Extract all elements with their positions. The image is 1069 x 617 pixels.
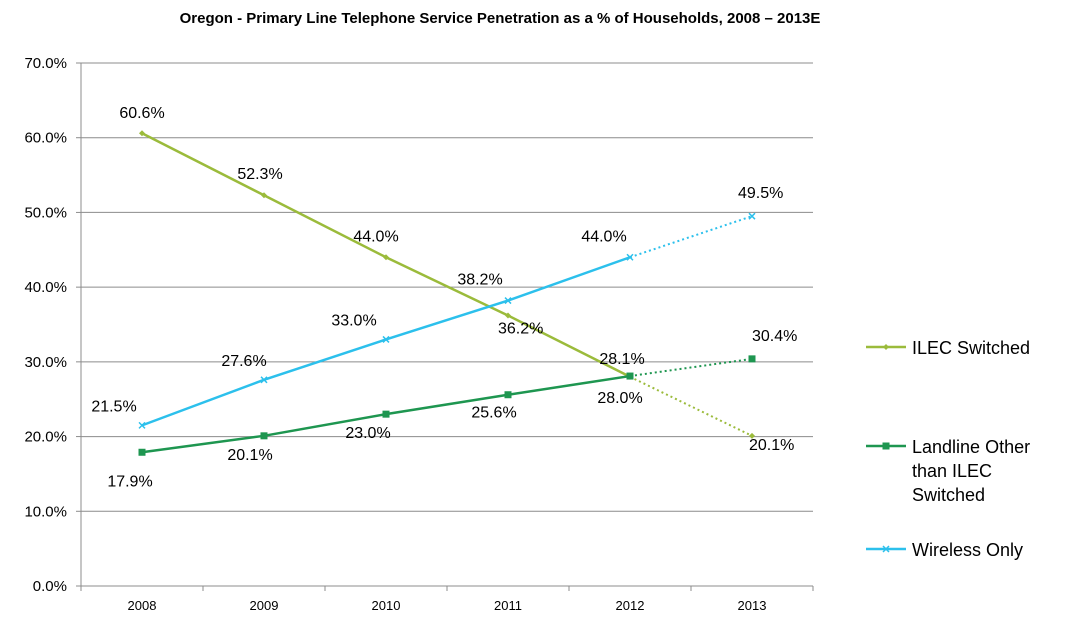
data-label: 44.0% <box>581 228 626 245</box>
data-label: 28.1% <box>599 351 644 368</box>
data-point-marker <box>139 130 145 137</box>
data-label: 44.0% <box>353 228 398 245</box>
data-label: 20.1% <box>749 437 794 454</box>
data-point-marker <box>505 312 511 319</box>
legend-label: Wireless Only <box>912 540 1023 560</box>
data-label: 17.9% <box>107 473 152 490</box>
data-label: 52.3% <box>237 166 282 183</box>
data-point-marker <box>504 297 512 305</box>
legend-marker <box>882 545 890 553</box>
data-point-marker <box>748 212 756 220</box>
data-label: 25.6% <box>471 405 516 422</box>
y-tick-label: 60.0% <box>24 130 67 147</box>
data-point-marker <box>382 410 390 418</box>
data-point-marker <box>260 432 268 440</box>
legend-label: Landline Other <box>912 437 1030 457</box>
data-label: 38.2% <box>457 272 502 289</box>
x-tick-label: 2008 <box>128 598 157 613</box>
y-tick-label: 50.0% <box>24 204 67 221</box>
data-label: 20.1% <box>227 447 272 464</box>
series-projection-line <box>629 215 753 259</box>
x-tick-label: 2010 <box>372 598 401 613</box>
data-label: 33.0% <box>331 312 376 329</box>
y-tick-label: 20.0% <box>24 429 67 446</box>
data-point-marker <box>261 192 267 199</box>
y-tick-label: 40.0% <box>24 279 67 296</box>
data-point-marker <box>383 254 389 261</box>
chart-title: Oregon - Primary Line Telephone Service … <box>179 10 821 27</box>
series-group <box>138 130 756 456</box>
legend-label: ILEC Switched <box>912 338 1030 358</box>
data-point-marker <box>626 372 634 380</box>
x-tick-label: 2011 <box>494 598 522 613</box>
legend-label: than ILEC <box>912 461 992 481</box>
data-point-marker <box>260 376 268 384</box>
x-tick-label: 2013 <box>738 598 767 613</box>
data-label: 23.0% <box>345 425 390 442</box>
axes: 0.0% 10.0% 20.0% 30.0% 40.0% 50.0% 60.0% 70.0% 2… <box>24 55 814 613</box>
y-tick-label: 10.0% <box>24 503 67 520</box>
x-tick-label: 2012 <box>616 598 645 613</box>
data-label: 60.6% <box>119 105 164 122</box>
data-point-marker <box>748 355 756 363</box>
data-point-marker <box>138 448 146 456</box>
data-label: 28.0% <box>597 390 642 407</box>
y-tick-label: 0.0% <box>33 578 67 595</box>
data-label: 30.4% <box>752 328 797 345</box>
data-point-marker <box>382 335 390 343</box>
data-label: 36.2% <box>498 321 543 338</box>
legend-marker <box>882 442 890 450</box>
x-tick-label: 2009 <box>250 598 279 613</box>
legend-label: Switched <box>912 485 985 505</box>
data-label: 27.6% <box>221 353 266 370</box>
legend-marker <box>883 344 889 350</box>
data-point-marker <box>138 421 146 429</box>
series-projection-line <box>629 375 753 437</box>
y-tick-label: 70.0% <box>24 55 67 72</box>
data-label: 49.5% <box>738 185 783 202</box>
data-point-marker <box>626 253 634 261</box>
y-tick-label: 30.0% <box>24 354 67 371</box>
data-labels: 60.6% 52.3% 44.0% 36.2% 28.0% 20.1% 17.9% 20.1%… <box>91 105 797 490</box>
legend: ILEC Switched Landline Other than ILEC Swit… <box>866 338 1030 560</box>
series-projection-line <box>629 357 753 378</box>
data-point-marker <box>749 432 755 439</box>
data-label: 21.5% <box>91 398 136 415</box>
data-point-marker <box>504 391 512 399</box>
